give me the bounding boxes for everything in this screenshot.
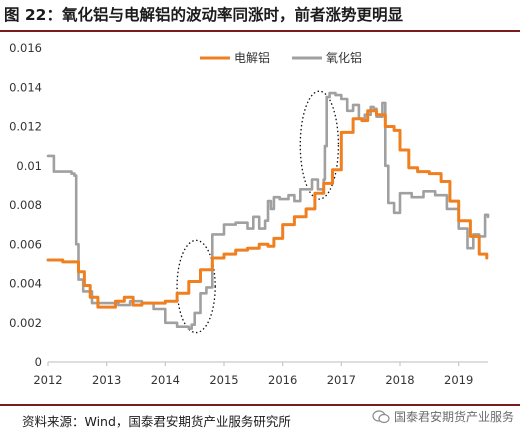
y-tick-label: 0.004 <box>9 277 42 291</box>
y-tick-label: 0.002 <box>9 316 42 330</box>
y-tick-label: 0.014 <box>9 80 42 94</box>
watermark-text: 国泰君安期货产业服务 <box>393 410 514 424</box>
series-line-alumina <box>46 91 490 330</box>
x-tick-label: 2019 <box>444 373 473 387</box>
figure-title: 图 22：氧化铝与电解铝的波动率同涨时，前者涨势更明显 <box>4 6 403 24</box>
y-tick-label: 0.008 <box>9 198 42 212</box>
y-tick-label: 0.016 <box>9 41 42 55</box>
series-layer <box>46 91 490 330</box>
chart-annotations <box>176 90 340 334</box>
watermark: 国泰君安期货产业服务 <box>372 408 514 425</box>
x-tick-label: 2016 <box>268 373 297 387</box>
x-tick-label: 2015 <box>209 373 238 387</box>
y-tick-label: 0.006 <box>9 237 42 251</box>
legend-label: 氧化铝 <box>326 50 362 65</box>
chart: 0 0.002 0.004 0.006 0.008 0.01 0.012 0.014 0.016… <box>9 41 490 387</box>
x-axis-ticks: 2012 2013 2014 2015 2016 2017 2018 2019 <box>33 362 473 387</box>
highlight-ellipse <box>299 90 340 200</box>
y-axis-ticks: 0 0.002 0.004 0.006 0.008 0.01 0.012 0.014 0.016 <box>9 41 42 369</box>
source-rule <box>0 404 520 406</box>
x-tick-label: 2013 <box>92 373 121 387</box>
legend-label: 电解铝 <box>234 50 270 65</box>
x-tick-label: 2014 <box>151 373 180 387</box>
x-tick-label: 2012 <box>33 373 62 387</box>
x-tick-label: 2018 <box>385 373 414 387</box>
y-tick-label: 0.012 <box>9 120 42 134</box>
y-tick-label: 0.01 <box>16 159 42 173</box>
y-tick-label: 0 <box>35 355 42 369</box>
legend: 电解铝 氧化铝 <box>200 50 362 65</box>
highlight-ellipse <box>176 239 216 334</box>
title-rule <box>0 30 520 32</box>
series-line-electrolytic-aluminum <box>46 109 489 309</box>
source-note: 资料来源：Wind，国泰君安期货产业服务研究所 <box>22 414 291 429</box>
wechat-icon <box>372 409 390 423</box>
x-tick-label: 2017 <box>327 373 356 387</box>
